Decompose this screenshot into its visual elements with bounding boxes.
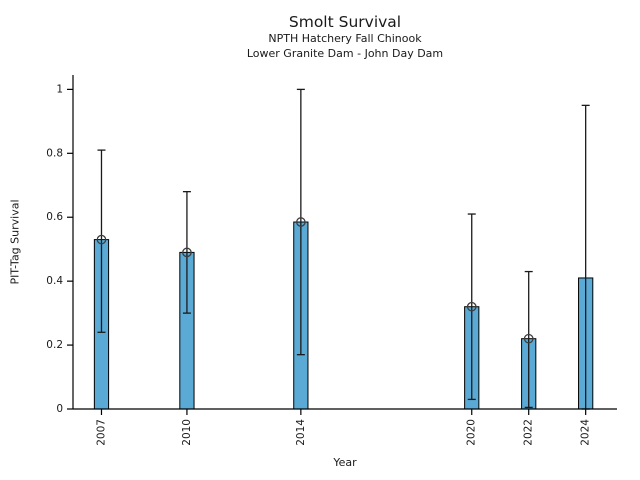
x-axis-label: Year xyxy=(332,456,357,469)
marker-circle-2022 xyxy=(523,333,534,344)
x-tick-label: 2007 xyxy=(95,419,107,446)
x-tick-label: 2024 xyxy=(580,419,592,446)
x-tick-label: 2022 xyxy=(523,419,535,446)
marker-circle-2007 xyxy=(96,234,107,245)
y-tick-label: 0.6 xyxy=(46,211,63,223)
marker-circle-2010 xyxy=(182,247,192,258)
chart-subtitle-2: Lower Granite Dam - John Day Dam xyxy=(247,47,443,60)
y-tick-label: 0.8 xyxy=(46,147,63,159)
marker-circle-2020 xyxy=(466,301,477,312)
y-tick-label: 0 xyxy=(56,403,63,415)
y-tick-label: 1 xyxy=(56,83,63,95)
y-tick-label: 0.4 xyxy=(46,275,63,287)
x-tick-label: 2010 xyxy=(181,419,193,446)
chart-title: Smolt Survival xyxy=(289,13,401,31)
y-axis-label: PIT-Tag Survival xyxy=(9,199,22,284)
x-tick-label: 2014 xyxy=(295,419,307,446)
y-tick-label: 0.2 xyxy=(46,339,63,351)
x-tick-label: 2020 xyxy=(466,419,478,446)
marker-circle-2014 xyxy=(296,217,306,227)
chart-subtitle-1: NPTH Hatchery Fall Chinook xyxy=(268,32,422,45)
